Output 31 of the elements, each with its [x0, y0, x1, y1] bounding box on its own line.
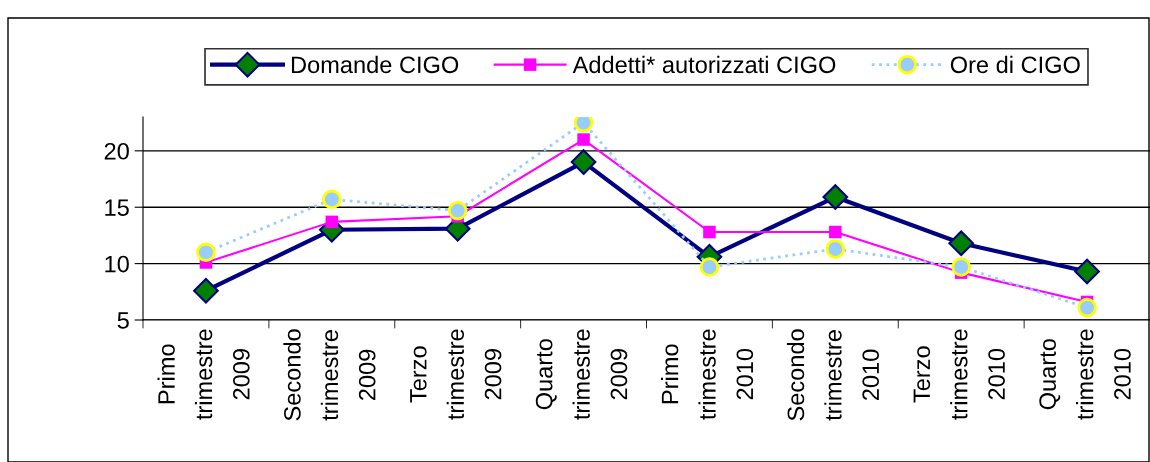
- point: [325, 215, 339, 229]
- point: [703, 225, 716, 239]
- y-tick-label: 5: [117, 312, 129, 329]
- legend-label: Domande CIGO: [291, 55, 459, 74]
- point: [193, 277, 219, 304]
- y-tick-label: 10: [105, 255, 129, 273]
- x-tick-label: Quarto trimestre 2010: [1039, 329, 1131, 420]
- x-tick-label: Primo trimestre 2009: [157, 329, 250, 420]
- x-tick-label: Secondo trimestre 2010: [786, 329, 880, 421]
- point: [577, 133, 590, 146]
- x-tick-label: Secondo trimestre 2009: [283, 329, 376, 421]
- y-tick-label: 15: [105, 199, 129, 217]
- point: [951, 257, 971, 277]
- point: [699, 257, 720, 277]
- point: [1077, 297, 1097, 318]
- point: [1074, 258, 1100, 285]
- y-tick-label: 20: [104, 142, 129, 160]
- point: [948, 230, 975, 257]
- legend-label: Addetti* autorizzati CIGO: [572, 55, 836, 74]
- point: [825, 239, 846, 259]
- point: [322, 189, 342, 210]
- x-tick-label: Primo trimestre 2010: [661, 329, 754, 420]
- x-tick-label: Terzo trimestre 2010: [913, 329, 1005, 420]
- x-tick-label: Quarto trimestre 2009: [535, 329, 628, 420]
- point: [822, 184, 849, 210]
- legend-label: Ore di CIGO: [950, 55, 1080, 74]
- point: [196, 242, 216, 263]
- point: [570, 149, 597, 175]
- point: [447, 200, 468, 221]
- x-tick-label: Terzo trimestre 2009: [410, 329, 502, 420]
- point: [829, 225, 842, 239]
